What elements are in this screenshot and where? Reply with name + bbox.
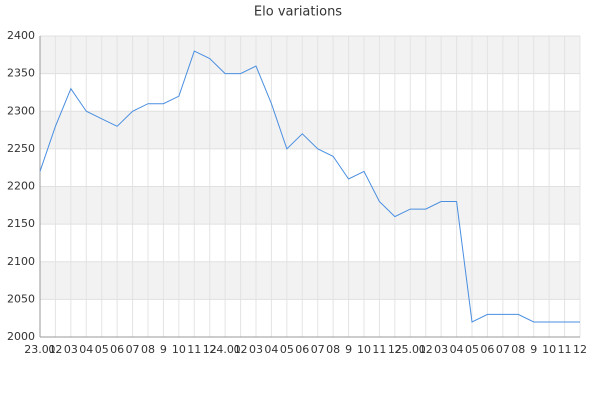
y-tick-label: 2100 xyxy=(7,255,35,268)
x-tick-label: 10 xyxy=(172,343,186,356)
y-tick-label: 2350 xyxy=(7,67,35,80)
y-tick-label: 2150 xyxy=(7,217,35,230)
x-tick-label: 06 xyxy=(480,343,494,356)
x-tick-label: 12 xyxy=(388,343,402,356)
x-tick-label: 25.01 xyxy=(395,343,427,356)
x-tick-label: 9 xyxy=(160,343,167,356)
x-tick-label: 02 xyxy=(48,343,62,356)
x-tick-label: 11 xyxy=(372,343,386,356)
x-tick-label: 9 xyxy=(345,343,352,356)
x-tick-label: 07 xyxy=(496,343,510,356)
x-tick-label: 02 xyxy=(419,343,433,356)
x-tick-label: 06 xyxy=(110,343,124,356)
grid-band xyxy=(40,36,580,74)
x-tick-label: 23.01 xyxy=(24,343,56,356)
y-tick-label: 2250 xyxy=(7,142,35,155)
x-tick-label: 10 xyxy=(542,343,556,356)
x-tick-label: 05 xyxy=(465,343,479,356)
y-tick-label: 2200 xyxy=(7,180,35,193)
line xyxy=(39,50,580,323)
x-tick-label: 10 xyxy=(357,343,371,356)
y-tick-label: 2000 xyxy=(7,330,35,343)
chart-title: Elo variations xyxy=(254,5,342,20)
x-tick-label: 12 xyxy=(203,343,217,356)
x-tick-label: 03 xyxy=(249,343,263,356)
x-tick-label: 07 xyxy=(311,343,325,356)
x-tick-label: 08 xyxy=(326,343,340,356)
grid-band xyxy=(40,111,580,149)
x-tick-label: 11 xyxy=(558,343,572,356)
x-tick-label: 02 xyxy=(234,343,248,356)
x-tick-label: 05 xyxy=(280,343,294,356)
y-tick-label: 2300 xyxy=(7,104,35,117)
x-tick-label: 04 xyxy=(264,343,278,356)
y-tick-label: 2400 xyxy=(7,29,35,42)
x-tick-label: 12 xyxy=(573,343,587,356)
x-tick-label: 06 xyxy=(295,343,309,356)
x-tick-label: 04 xyxy=(79,343,93,356)
grid-band xyxy=(40,186,580,225)
x-tick-label: 04 xyxy=(450,343,464,356)
x-tick-label: 05 xyxy=(95,343,109,356)
x-tick-label: 03 xyxy=(64,343,78,356)
x-tick-label: 08 xyxy=(141,343,155,356)
x-tick-label: 11 xyxy=(187,343,201,356)
x-tick-label: 24.01 xyxy=(209,343,241,356)
x-tick-label: 03 xyxy=(434,343,448,356)
x-tick-label: 08 xyxy=(511,343,525,356)
x-tick-label: 07 xyxy=(126,343,140,356)
x-tick-label: 9 xyxy=(530,343,537,356)
grid-band xyxy=(40,261,580,300)
y-tick-label: 2050 xyxy=(7,292,35,305)
